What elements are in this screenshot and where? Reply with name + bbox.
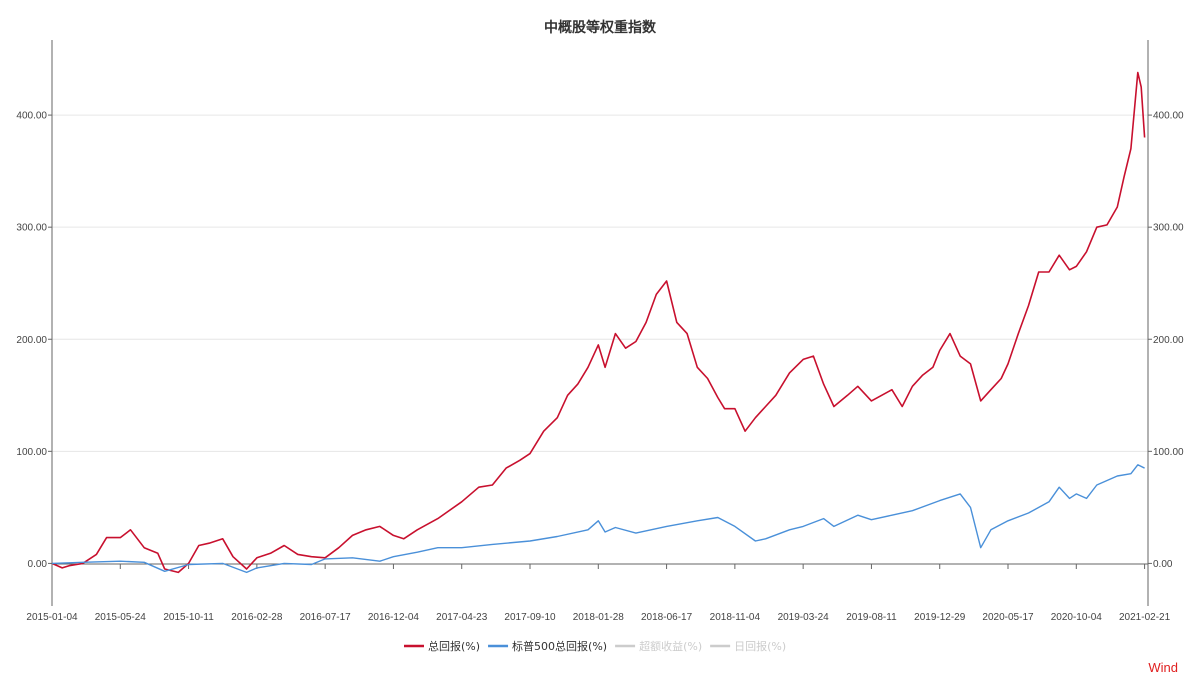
x-tick-label: 2020-05-17 — [982, 612, 1034, 623]
legend-label: 日回报(%) — [734, 639, 786, 653]
y-tick-label-right: 200.00 — [1153, 335, 1184, 346]
x-tick-label: 2016-02-28 — [231, 612, 283, 623]
left-y-ticks: 0.00 100.00 200.00 300.00 400.00 — [16, 111, 52, 570]
y-tick-label-right: 0.00 — [1153, 559, 1173, 570]
y-tick-label-left: 200.00 — [16, 335, 47, 346]
x-ticks: 2015-01-04 2015-05-24 2015-10-11 2016-02-28… — [26, 564, 1171, 623]
x-tick-label: 2017-04-23 — [436, 612, 488, 623]
grid-lines — [52, 114, 1148, 452]
x-tick-label: 2019-08-11 — [846, 612, 897, 623]
series-lines — [51, 71, 1146, 574]
y-tick-label-left: 100.00 — [16, 447, 47, 458]
y-tick-label-left: 0.00 — [28, 559, 48, 570]
legend-item-1[interactable]: 标普500总回报(%) — [488, 639, 607, 653]
x-tick-label: 2020-10-04 — [1051, 612, 1103, 623]
x-tick-label: 2021-02-21 — [1119, 612, 1171, 623]
wind-brand-watermark: Wind — [1148, 660, 1178, 675]
x-tick-label: 2017-09-10 — [504, 612, 556, 623]
legend-item-3[interactable]: 日回报(%) — [710, 639, 786, 653]
series-line-0 — [51, 71, 1146, 574]
y-tick-label-right: 400.00 — [1153, 111, 1184, 122]
legend-item-0[interactable]: 总回报(%) — [404, 639, 480, 653]
x-tick-label: 2015-05-24 — [95, 612, 147, 623]
legend: 总回报(%) 标普500总回报(%) 超额收益(%) 日回报(%) — [404, 639, 786, 653]
x-tick-label: 2015-01-04 — [26, 612, 78, 623]
x-tick-label: 2016-07-17 — [300, 612, 352, 623]
chart-title: 中概股等权重指数 — [544, 19, 657, 36]
y-tick-label-right: 100.00 — [1153, 447, 1184, 458]
y-tick-label-right: 300.00 — [1153, 223, 1184, 234]
x-tick-label: 2018-06-17 — [641, 612, 693, 623]
x-tick-label: 2019-03-24 — [778, 612, 830, 623]
x-tick-label: 2016-12-04 — [368, 612, 420, 623]
y-tick-label-left: 300.00 — [16, 223, 47, 234]
axes — [51, 40, 1149, 606]
right-y-ticks: 0.00 100.00 200.00 300.00 400.00 — [1148, 111, 1184, 570]
legend-item-2[interactable]: 超额收益(%) — [615, 639, 702, 653]
legend-label: 标普500总回报(%) — [512, 639, 607, 653]
x-tick-label: 2015-10-11 — [163, 612, 214, 623]
x-tick-label: 2019-12-29 — [914, 612, 966, 623]
x-tick-label: 2018-11-04 — [710, 612, 761, 623]
y-tick-label-left: 400.00 — [16, 111, 47, 122]
series-line-1 — [51, 464, 1145, 574]
legend-label: 超额收益(%) — [639, 639, 702, 653]
x-tick-label: 2018-01-28 — [573, 612, 625, 623]
legend-label: 总回报(%) — [428, 639, 480, 653]
